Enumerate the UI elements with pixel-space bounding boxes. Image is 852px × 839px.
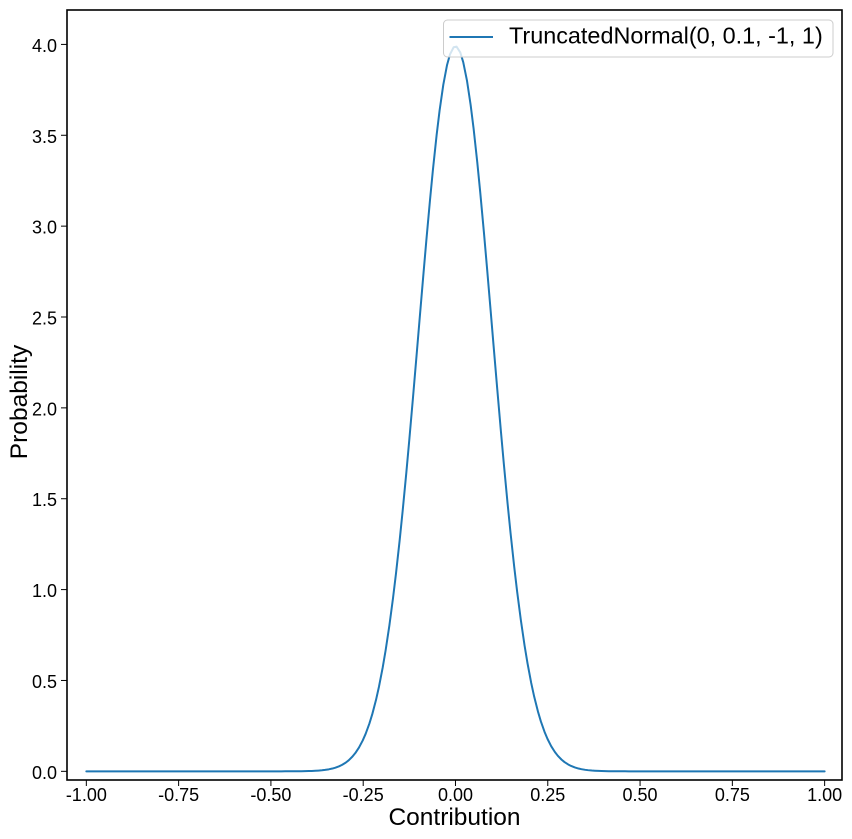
svg-text:3.0: 3.0 xyxy=(32,218,57,238)
svg-text:-0.50: -0.50 xyxy=(250,785,291,805)
svg-text:0.0: 0.0 xyxy=(32,763,57,783)
svg-text:0.75: 0.75 xyxy=(715,785,750,805)
svg-text:-0.75: -0.75 xyxy=(158,785,199,805)
svg-text:Contribution: Contribution xyxy=(388,804,520,831)
svg-text:0.5: 0.5 xyxy=(32,672,57,692)
svg-text:0.00: 0.00 xyxy=(438,785,473,805)
svg-text:0.50: 0.50 xyxy=(623,785,658,805)
svg-text:Probability: Probability xyxy=(6,344,33,459)
svg-text:1.0: 1.0 xyxy=(32,581,57,601)
svg-text:0.25: 0.25 xyxy=(530,785,565,805)
svg-text:1.5: 1.5 xyxy=(32,490,57,510)
svg-text:-0.25: -0.25 xyxy=(343,785,384,805)
svg-text:2.5: 2.5 xyxy=(32,309,57,329)
svg-text:-1.00: -1.00 xyxy=(66,785,107,805)
svg-text:4.0: 4.0 xyxy=(32,36,57,56)
svg-text:2.0: 2.0 xyxy=(32,399,57,419)
svg-text:TruncatedNormal(0, 0.1, -1, 1): TruncatedNormal(0, 0.1, -1, 1) xyxy=(509,23,823,49)
svg-text:3.5: 3.5 xyxy=(32,127,57,147)
svg-text:1.00: 1.00 xyxy=(807,785,842,805)
